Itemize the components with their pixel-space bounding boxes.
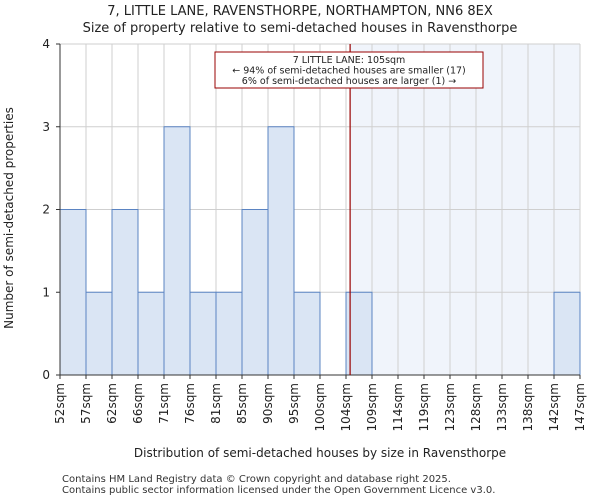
histogram-bar (215, 291, 243, 376)
x-tick-label: 128sqm (469, 383, 483, 431)
x-tick-label: 52sqm (53, 383, 67, 424)
x-tick-label: 133sqm (495, 383, 509, 431)
histogram-bar (241, 209, 269, 376)
y-tick-label: 1 (42, 285, 50, 299)
x-axis-label: Distribution of semi-detached houses by … (134, 446, 506, 460)
histogram-bar (59, 209, 87, 376)
x-tick-label: 81sqm (209, 383, 223, 424)
chart-title: 7, LITTLE LANE, RAVENSTHORPE, NORTHAMPTO… (107, 4, 493, 19)
y-tick-label: 0 (42, 368, 50, 382)
histogram-bar (163, 126, 191, 376)
x-tick-label: 142sqm (547, 383, 561, 431)
annotation-box (214, 51, 484, 89)
annotation-text: 7 LITTLE LANE: 105sqm (293, 55, 406, 66)
x-tick-label: 104sqm (339, 383, 353, 431)
histogram-bar (293, 291, 321, 376)
x-tick-label: 90sqm (261, 383, 275, 424)
x-tick-label: 123sqm (443, 383, 457, 431)
chart-subtitle: Size of property relative to semi-detach… (82, 21, 518, 36)
footer-attribution-line-2: Contains public sector information licen… (62, 485, 496, 496)
histogram-bar (85, 291, 113, 376)
histogram-bar (137, 291, 165, 376)
x-tick-label: 138sqm (521, 383, 535, 431)
x-tick-label: 57sqm (79, 383, 93, 424)
y-tick-label: 3 (42, 120, 50, 134)
x-tick-label: 66sqm (131, 383, 145, 424)
x-tick-label: 62sqm (105, 383, 119, 424)
footer-attribution-line-1: Contains HM Land Registry data © Crown c… (62, 474, 451, 485)
y-axis-label: Number of semi-detached properties (2, 107, 16, 329)
x-tick-label: 71sqm (157, 383, 171, 424)
histogram-bar (189, 291, 217, 376)
annotation-text: ← 94% of semi-detached houses are smalle… (232, 66, 466, 77)
y-tick-label: 2 (42, 203, 50, 217)
x-tick-label: 85sqm (235, 383, 249, 424)
histogram-bar (267, 126, 295, 376)
x-tick-label: 95sqm (287, 383, 301, 424)
histogram-bar (553, 291, 581, 376)
x-tick-label: 147sqm (573, 383, 587, 431)
x-tick-label: 100sqm (313, 383, 327, 431)
x-tick-label: 109sqm (365, 383, 379, 431)
y-tick-label: 4 (42, 37, 50, 51)
x-tick-label: 119sqm (417, 383, 431, 431)
x-tick-label: 76sqm (183, 383, 197, 424)
x-tick-label: 114sqm (391, 383, 405, 431)
annotation-text: 6% of semi-detached houses are larger (1… (242, 76, 456, 87)
histogram-bar (111, 209, 139, 376)
